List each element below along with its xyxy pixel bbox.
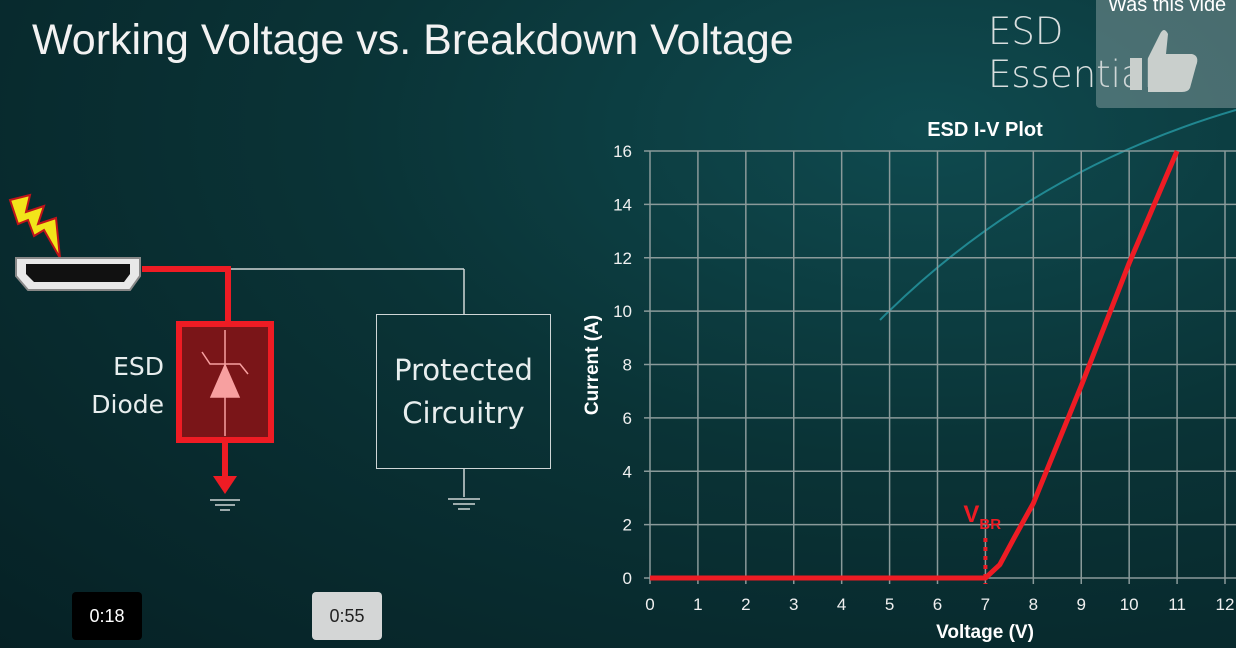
y-tick-label: 4 (623, 462, 632, 481)
x-axis-label: Voltage (V) (936, 622, 1034, 643)
y-tick-label: 14 (613, 195, 632, 214)
diode-label-line2: Diode (91, 390, 164, 419)
x-tick-label: 7 (981, 595, 990, 614)
protected-label-line1: Protected (394, 352, 533, 387)
x-tick-label: 5 (885, 595, 894, 614)
ground-icon (448, 498, 480, 510)
x-tick-label: 2 (741, 595, 750, 614)
x-tick-label: 12 (1216, 595, 1235, 614)
brand-logo-text: ESD Essentials (988, 10, 1174, 96)
x-tick-label: 3 (789, 595, 798, 614)
x-tick-label: 11 (1168, 595, 1186, 614)
x-tick-label: 1 (693, 595, 702, 614)
hdmi-connector-icon (15, 257, 141, 291)
y-tick-label: 2 (623, 516, 632, 535)
lightning-icon (8, 193, 61, 259)
x-tick-label: 8 (1029, 595, 1038, 614)
x-tick-label: 10 (1120, 595, 1139, 614)
diode-label-line1: ESD (113, 352, 164, 381)
slide-title: Working Voltage vs. Breakdown Voltage (32, 16, 794, 64)
tvs-diode-icon (201, 330, 249, 436)
y-tick-label: 6 (623, 409, 632, 428)
y-tick-label: 16 (613, 142, 632, 161)
y-axis-label: Current (A) (582, 315, 603, 415)
feedback-panel[interactable] (1096, 0, 1236, 108)
y-tick-label: 0 (623, 569, 632, 588)
thumbs-up-icon[interactable] (1096, 0, 1236, 108)
x-tick-label: 9 (1077, 595, 1086, 614)
protected-label-line2: Circuitry (402, 395, 525, 430)
ground-icon (210, 499, 240, 511)
x-tick-label: 0 (645, 595, 654, 614)
hover-time-tooltip: 0:55 (312, 592, 382, 640)
chart-title: ESD I-V Plot (927, 119, 1043, 141)
x-tick-label: 4 (837, 595, 846, 614)
y-tick-label: 12 (613, 249, 632, 268)
protected-circuitry-box: Protected Circuitry (376, 314, 551, 469)
feedback-prompt: Was this vide (1108, 0, 1227, 16)
arrow-down-icon (213, 476, 237, 494)
vbr-annotation: VBR (963, 501, 1001, 533)
y-tick-label: 10 (613, 302, 632, 321)
circuit-diagram (8, 193, 480, 511)
y-tick-label: 8 (623, 356, 632, 375)
esd-diode-label: ESD Diode (80, 348, 164, 424)
current-time-badge: 0:18 (72, 592, 142, 640)
x-tick-label: 6 (933, 595, 942, 614)
